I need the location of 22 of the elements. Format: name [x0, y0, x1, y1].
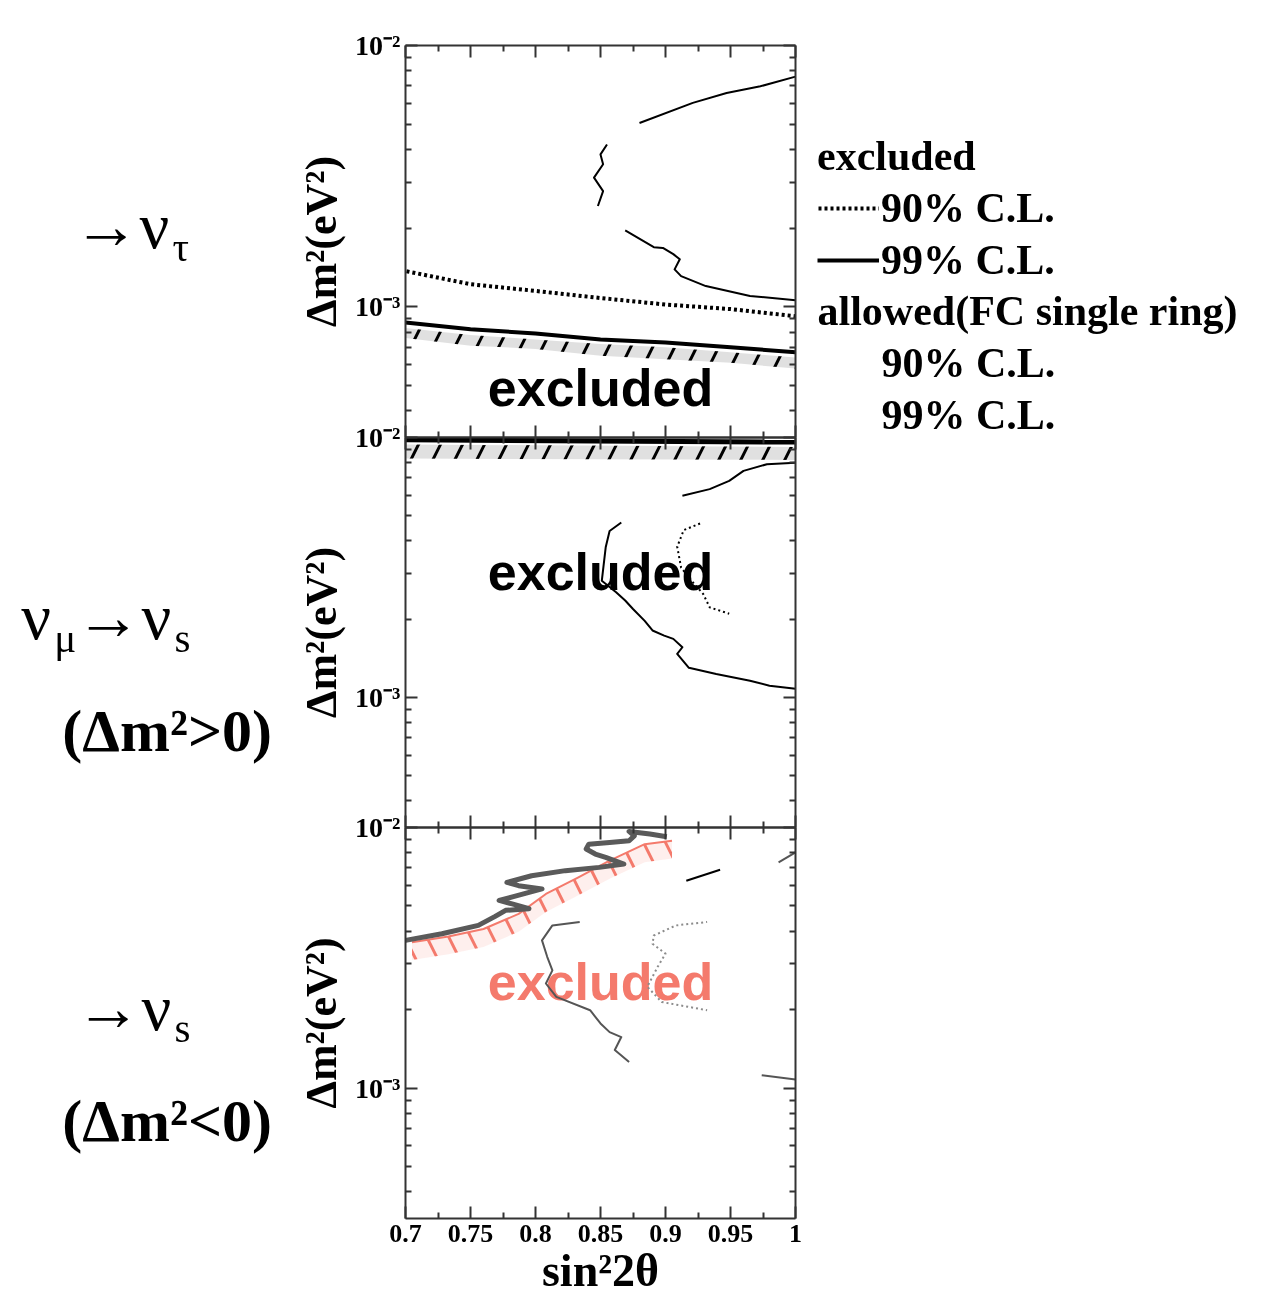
x-tick-label: 1 [789, 1218, 802, 1248]
y-tick-label: 10⁻³ [355, 1072, 401, 1104]
x-tick-label: 0.95 [707, 1218, 754, 1248]
legend-title: excluded [817, 132, 977, 180]
y-tick-label: 10⁻² [355, 30, 401, 61]
legend-label: 90% C.L. [881, 184, 1055, 232]
text: allowed(FC single ring) [817, 287, 1238, 335]
y-tick-label: 10⁻² [355, 422, 401, 453]
legend-label: 99% C.L. [881, 236, 1055, 284]
text: (Δm²>0) [62, 697, 273, 764]
x-tick-label: 0.75 [447, 1218, 494, 1248]
text: (Δm²<0) [62, 1088, 273, 1154]
annotation: excluded [487, 359, 714, 418]
text: 99% C.L. [881, 391, 1056, 438]
y-tick-label: 10⁻³ [355, 291, 401, 323]
text: 90% C.L. [881, 339, 1056, 386]
x-tick-label: 0.7 [389, 1218, 422, 1248]
y-axis-title: Δm²(eV²) [297, 937, 347, 1109]
y-axis-title: Δm²(eV²) [297, 155, 347, 328]
y-axis-title: Δm²(eV²) [297, 546, 347, 719]
y-tick-label: 10⁻³ [355, 681, 401, 713]
y-tick-label: 10⁻² [355, 812, 401, 843]
